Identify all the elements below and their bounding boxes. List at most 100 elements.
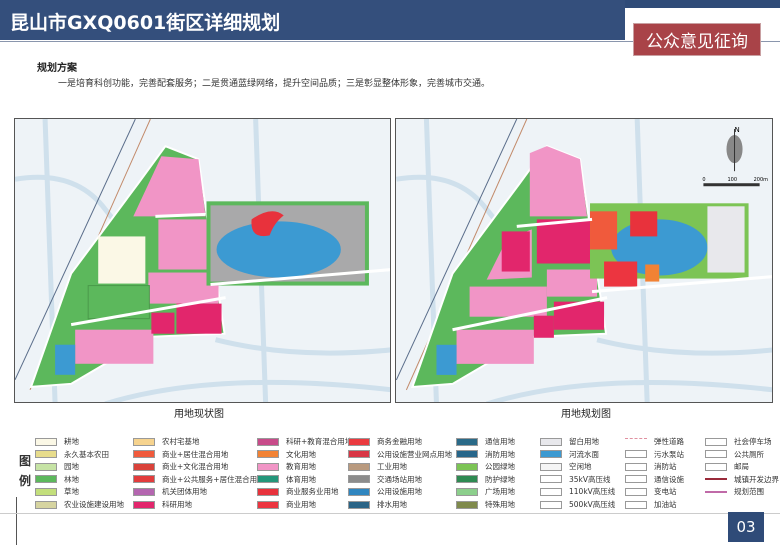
legend-label: 公用设施营业网点用地 (377, 449, 452, 459)
legend-swatch (540, 475, 562, 484)
legend-label: 商务金融用地 (377, 437, 422, 446)
legend-item: 加油站 (625, 499, 677, 510)
legend-label: 林地 (64, 474, 79, 484)
legend-label: 商业+公共服务+居住混合用地 (162, 474, 265, 484)
legend-item: 特殊用地 (456, 499, 515, 510)
legend-label: 消防用地 (485, 449, 515, 459)
legend-item: 耕地 (35, 436, 79, 447)
legend-label: 科研+教育混合用地 (286, 437, 353, 446)
legend-label: 通信用地 (485, 437, 515, 446)
legend-swatch (133, 450, 155, 459)
legend-item: 商业+文化混合用地 (133, 461, 228, 472)
legend-label: 社会停车场 (734, 437, 772, 446)
legend-item: 变电站 (625, 486, 677, 497)
legend-swatch (348, 462, 370, 471)
legend-item: 公用设施营业网点用地 (348, 449, 452, 460)
legend-label: 排水用地 (377, 500, 407, 509)
legend-swatch (348, 437, 370, 446)
legend-swatch (456, 450, 478, 459)
legend-label: 永久基本农田 (64, 449, 109, 459)
legend-item: 文化用地 (257, 449, 316, 460)
legend-item: 商业用地 (257, 499, 316, 510)
divider (0, 513, 780, 514)
legend-item: 科研用地 (133, 499, 192, 510)
legend-label: 110kV高压线 (569, 487, 616, 497)
legend-swatch (348, 450, 370, 459)
divider (16, 497, 17, 545)
legend-item: 35kV高压线 (540, 474, 611, 485)
legend-item: 空闲地 (540, 461, 592, 472)
legend-item: 110kV高压线 (540, 486, 615, 497)
legend-label: 消防站 (654, 462, 677, 472)
legend-label: 河流水面 (569, 449, 599, 459)
legend-label: 规划范围 (734, 487, 764, 497)
legend-label: 通信设施 (654, 474, 684, 484)
legend-label: 商业服务业用地 (286, 487, 339, 497)
legend-item: 弹性道路 (625, 436, 684, 447)
legend-label: 城镇开发边界 (734, 474, 779, 484)
legend-swatch (133, 500, 155, 509)
page-title: 昆山市GXQ0601街区详细规划 (0, 0, 625, 40)
map-caption-current: 用地现状图 (174, 409, 224, 420)
substation-icon (625, 487, 647, 496)
legend-item: 科研+教育混合用地 (257, 436, 352, 447)
pump-icon (625, 450, 647, 459)
legend-label: 留白用地 (569, 437, 599, 446)
legend-item: 商业服务业用地 (257, 486, 339, 497)
compass-label: N (735, 125, 740, 134)
legend-item: 500kV高压线 (540, 499, 615, 510)
legend-swatch (133, 462, 155, 471)
legend-label: 工业用地 (377, 462, 407, 472)
legend-swatch (133, 475, 155, 484)
legend-item: 城镇开发边界 (705, 474, 779, 485)
legend-label: 农业设施建设用地 (64, 500, 124, 509)
legend-item: 社会停车场 (705, 436, 772, 447)
legend-item: 留白用地 (540, 436, 599, 447)
legend-swatch (540, 500, 562, 509)
legend-item: 规划范围 (705, 486, 764, 497)
legend-label: 空闲地 (569, 462, 592, 472)
parking-icon (705, 437, 727, 446)
legend-swatch (257, 487, 279, 496)
plan-range-line-icon (705, 490, 727, 493)
legend-label: 科研用地 (162, 500, 192, 509)
planned-land-use-map: N 0 100 200m (395, 118, 773, 403)
legend-label: 500kV高压线 (569, 500, 616, 509)
legend-item: 教育用地 (257, 461, 316, 472)
legend-item: 园地 (35, 461, 79, 472)
legend-swatch (540, 450, 562, 459)
legend-item: 消防用地 (456, 449, 515, 460)
legend-label: 邮局 (734, 462, 749, 472)
section-heading: 规划方案 (37, 63, 77, 74)
legend-label: 园地 (64, 462, 79, 472)
legend-swatch (456, 487, 478, 496)
legend-item: 邮局 (705, 461, 749, 472)
legend-item: 林地 (35, 474, 79, 485)
legend-item: 河流水面 (540, 449, 599, 460)
legend-label: 机关团体用地 (162, 487, 207, 497)
gas-station-icon (625, 500, 647, 509)
north-arrow-icon (726, 129, 743, 172)
svg-text:200m: 200m (754, 177, 769, 183)
legend-label: 商业+居住混合用地 (162, 449, 229, 459)
legend-item: 农村宅基地 (133, 436, 200, 447)
fire-station-icon (625, 462, 647, 471)
legend-label: 交通场站用地 (377, 474, 422, 484)
legend-swatch (540, 487, 562, 496)
legend-label: 加油站 (654, 500, 677, 509)
legend-item: 交通场站用地 (348, 474, 422, 485)
legend-swatch (456, 500, 478, 509)
legend-label: 教育用地 (286, 462, 316, 472)
legend-label: 防护绿地 (485, 474, 515, 484)
legend-label: 商业用地 (286, 500, 316, 509)
legend-swatch (35, 500, 57, 509)
legend-label: 体育用地 (286, 474, 316, 484)
legend-item: 防护绿地 (456, 474, 515, 485)
section-description: 一是培育科创功能，完善配套服务；二是贯通蓝绿网络，提升空间品质；三是彰显整体形象… (58, 79, 491, 89)
boundary-line-icon (705, 478, 727, 481)
dashed-line-icon (625, 437, 647, 446)
legend-swatch (257, 450, 279, 459)
toilet-icon (705, 450, 727, 459)
legend-label: 商业+文化混合用地 (162, 462, 229, 472)
legend-label: 特殊用地 (485, 500, 515, 509)
